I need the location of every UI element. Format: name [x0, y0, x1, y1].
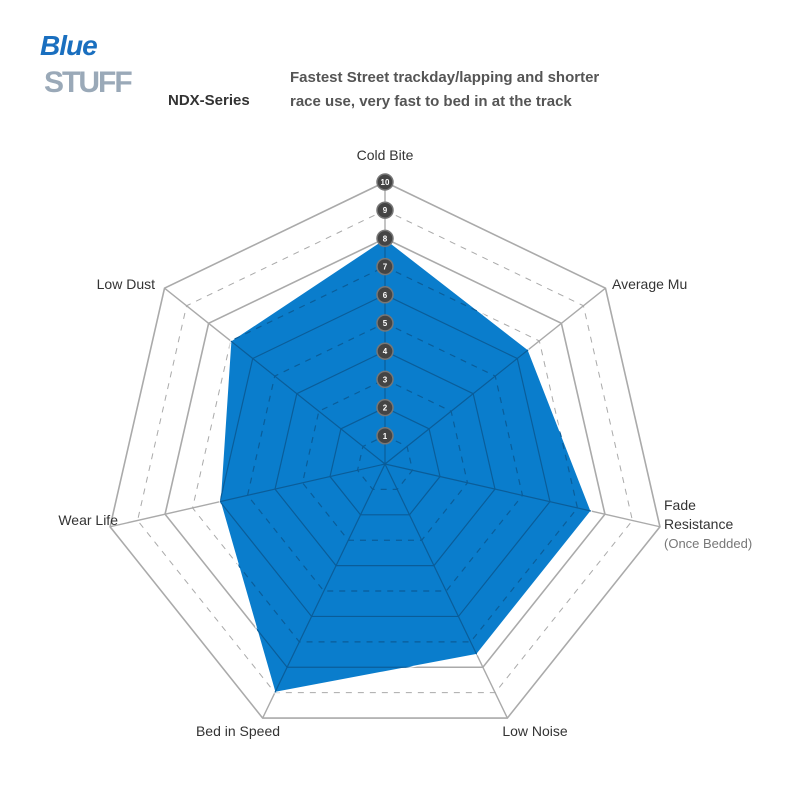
series-name: NDX-Series — [168, 92, 250, 109]
tick-badge — [376, 398, 394, 417]
grid-ring-inner — [356, 435, 414, 491]
tick-badge — [376, 229, 394, 248]
description-line: race use, very fast to bed in at the tra… — [290, 93, 572, 110]
axis-label: Fade — [664, 497, 696, 513]
tick-label: 9 — [383, 206, 388, 215]
tick-badge — [376, 286, 394, 304]
grid-ring — [192, 266, 578, 643]
axis-label: Cold Bite — [357, 147, 414, 163]
tick-badge — [376, 201, 394, 219]
axis-label: Wear Life — [58, 512, 118, 528]
tick-label: 10 — [381, 178, 390, 187]
axis-label: Bed in Speed — [196, 723, 280, 739]
grid-ring-inner — [329, 406, 441, 516]
bluestuff-logo: Blue STUFF — [38, 30, 160, 110]
grid-ring-inner — [220, 294, 551, 618]
tick-badge — [376, 173, 394, 191]
logo-text-blue: Blue — [40, 30, 98, 61]
tick-label: 2 — [383, 404, 388, 413]
tick-label: 1 — [383, 432, 388, 441]
tick-label: 3 — [383, 375, 388, 384]
tick-badge — [376, 427, 394, 445]
grid-spoke-inner — [384, 463, 592, 528]
axis-label: Low Noise — [502, 723, 568, 739]
description-line: Fastest Street trackday/lapping and shor… — [290, 69, 600, 86]
logo-text-stuff: STUFF — [44, 66, 133, 99]
axis-label: Resistance — [664, 516, 733, 532]
grid-ring-inner — [246, 322, 524, 592]
tick-label: 6 — [383, 291, 388, 300]
tick-label: 4 — [383, 347, 388, 356]
axis-note: (Once Bedded) — [664, 536, 752, 551]
grid-ring-inner — [274, 350, 496, 567]
tick-badge — [376, 342, 394, 360]
grid-ring — [137, 209, 633, 694]
grid-ring — [109, 181, 661, 719]
axis-label: Average Mu — [612, 276, 687, 292]
grid-ring-inner — [301, 378, 469, 541]
data-area — [219, 237, 593, 694]
tick-label: 8 — [383, 234, 388, 243]
tick-label: 5 — [383, 319, 388, 328]
tick-badge — [376, 314, 394, 332]
axis-label: Low Dust — [97, 276, 155, 292]
grid-spoke-inner — [220, 463, 386, 528]
grid-spoke-inner — [220, 287, 386, 465]
tick-badge — [376, 257, 394, 276]
description: Fastest Street trackday/lapping and shor… — [290, 66, 599, 114]
grid-spoke-inner — [262, 463, 386, 693]
tick-label: 7 — [383, 263, 388, 272]
tick-badge — [376, 370, 394, 389]
